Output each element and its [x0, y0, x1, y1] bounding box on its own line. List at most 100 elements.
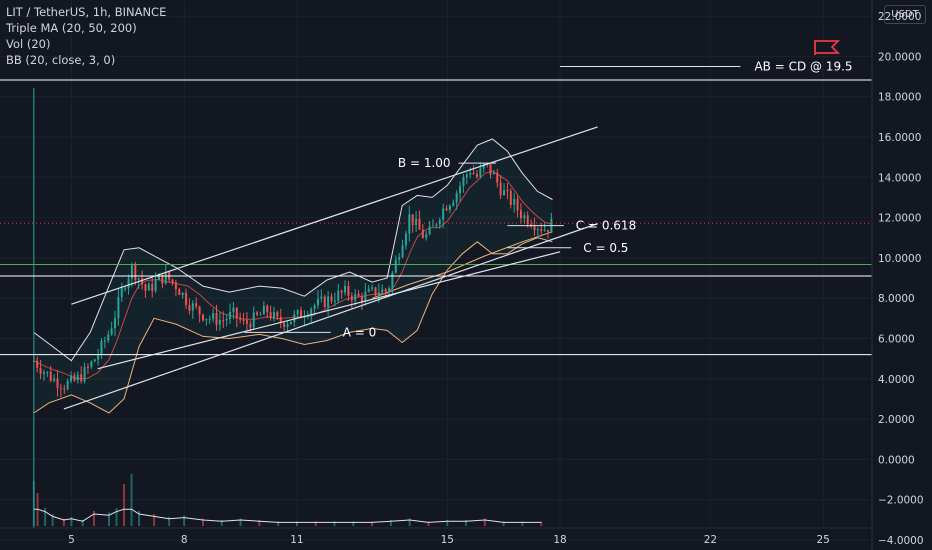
volume-bar — [258, 520, 261, 526]
candle-body — [384, 289, 387, 293]
candle-body — [296, 310, 299, 315]
y-tick-label: 16.0000 — [878, 132, 921, 144]
indicator-triple-ma[interactable]: Triple MA (20, 50, 200) — [6, 21, 137, 35]
volume-bar — [333, 521, 336, 526]
candle-body — [195, 303, 198, 307]
candle-body — [360, 296, 363, 302]
candle-body — [323, 296, 326, 308]
volume-bar — [123, 484, 126, 526]
candle-body — [415, 218, 418, 226]
volume-bar — [44, 508, 47, 526]
candle-body — [357, 293, 360, 297]
volume-bar — [81, 520, 84, 526]
candle-body — [350, 295, 353, 301]
bollinger-fill — [33, 139, 553, 413]
candle-body — [76, 374, 79, 381]
candle-body — [103, 340, 106, 342]
y-tick-label: 4.0000 — [878, 374, 915, 386]
volume-bar — [371, 521, 374, 526]
candle-body — [421, 229, 424, 238]
candle-body — [205, 318, 208, 321]
volume-bar — [70, 517, 73, 526]
fib-level-label: C = 0.5 — [583, 241, 628, 255]
candle-body — [418, 218, 421, 230]
candle-body — [117, 297, 120, 318]
volume-histogram — [32, 473, 543, 526]
candle-body — [53, 378, 56, 381]
candle-body — [313, 305, 316, 309]
candle-body — [482, 163, 485, 169]
volume-bar — [427, 521, 430, 526]
candle-body — [259, 314, 262, 316]
candle-body — [503, 190, 506, 196]
flag-icon[interactable] — [814, 40, 841, 55]
candle-body — [86, 366, 89, 368]
y-tick-label: 10.0000 — [878, 253, 921, 265]
price-axis — [872, 0, 932, 550]
candle-body — [489, 163, 492, 175]
x-tick-label: 25 — [816, 534, 829, 546]
candle-body — [442, 208, 445, 220]
candle-body — [157, 274, 160, 281]
indicators — [33, 138, 553, 414]
y-tick-label: 18.0000 — [878, 92, 921, 104]
indicator-bb[interactable]: BB (20, close, 3, 0) — [6, 53, 116, 67]
volume-bar — [239, 518, 242, 526]
candle-body — [141, 278, 144, 285]
x-tick-label: 8 — [181, 534, 188, 546]
candle-body — [273, 312, 276, 319]
candle-body — [462, 177, 465, 187]
fib-level-label: B = 1.00 — [398, 156, 451, 170]
candle-body — [286, 324, 289, 328]
volume-ma-line — [33, 508, 542, 523]
candle-body — [39, 367, 42, 374]
symbol-title[interactable]: LIT / TetherUS, 1h, BINANCE — [6, 5, 167, 19]
candle-body — [235, 307, 238, 319]
candle-body — [306, 315, 309, 317]
candle-body — [262, 305, 265, 315]
candle-body — [344, 285, 347, 293]
candle-body — [516, 198, 519, 211]
candle-body — [130, 265, 133, 279]
candle-body — [327, 296, 330, 308]
x-tick-label: 11 — [290, 534, 303, 546]
candle-body — [198, 306, 201, 315]
candle-body — [97, 355, 100, 360]
candle-body — [42, 372, 45, 374]
candle-body — [428, 226, 431, 235]
candle-body — [63, 388, 66, 390]
y-tick-label: 22.0000 — [878, 11, 921, 23]
candle-body — [114, 317, 117, 329]
candle-body — [164, 271, 167, 284]
candle-body — [445, 208, 448, 211]
candle-body — [300, 310, 303, 318]
candle-body — [93, 359, 96, 362]
candle-body — [249, 323, 252, 328]
candle-body — [70, 375, 73, 382]
candle-body — [448, 205, 451, 211]
candle-body — [492, 172, 495, 175]
volume-bar — [201, 518, 204, 526]
candle-body — [469, 173, 472, 175]
candle-body — [80, 374, 83, 382]
candle-body — [404, 233, 407, 246]
volume-bar — [314, 521, 317, 526]
candle-body — [455, 193, 458, 203]
inner-trend-line — [97, 251, 561, 370]
candle-body — [303, 316, 306, 318]
candle-body — [124, 288, 127, 290]
candle-body — [394, 259, 397, 273]
candle-body — [320, 296, 323, 299]
fib-level-label: A = 0 — [343, 325, 377, 339]
candle-body — [137, 278, 140, 280]
candle-body — [188, 305, 191, 311]
candle-body — [526, 215, 529, 225]
candle-body — [49, 371, 52, 381]
volume-bar — [483, 518, 486, 526]
indicator-vol[interactable]: Vol (20) — [6, 37, 51, 51]
candle-body — [181, 292, 184, 295]
y-tick-label: 6.0000 — [878, 333, 915, 345]
currency-button[interactable]: USDT — [884, 5, 926, 24]
candle-body — [506, 190, 509, 192]
